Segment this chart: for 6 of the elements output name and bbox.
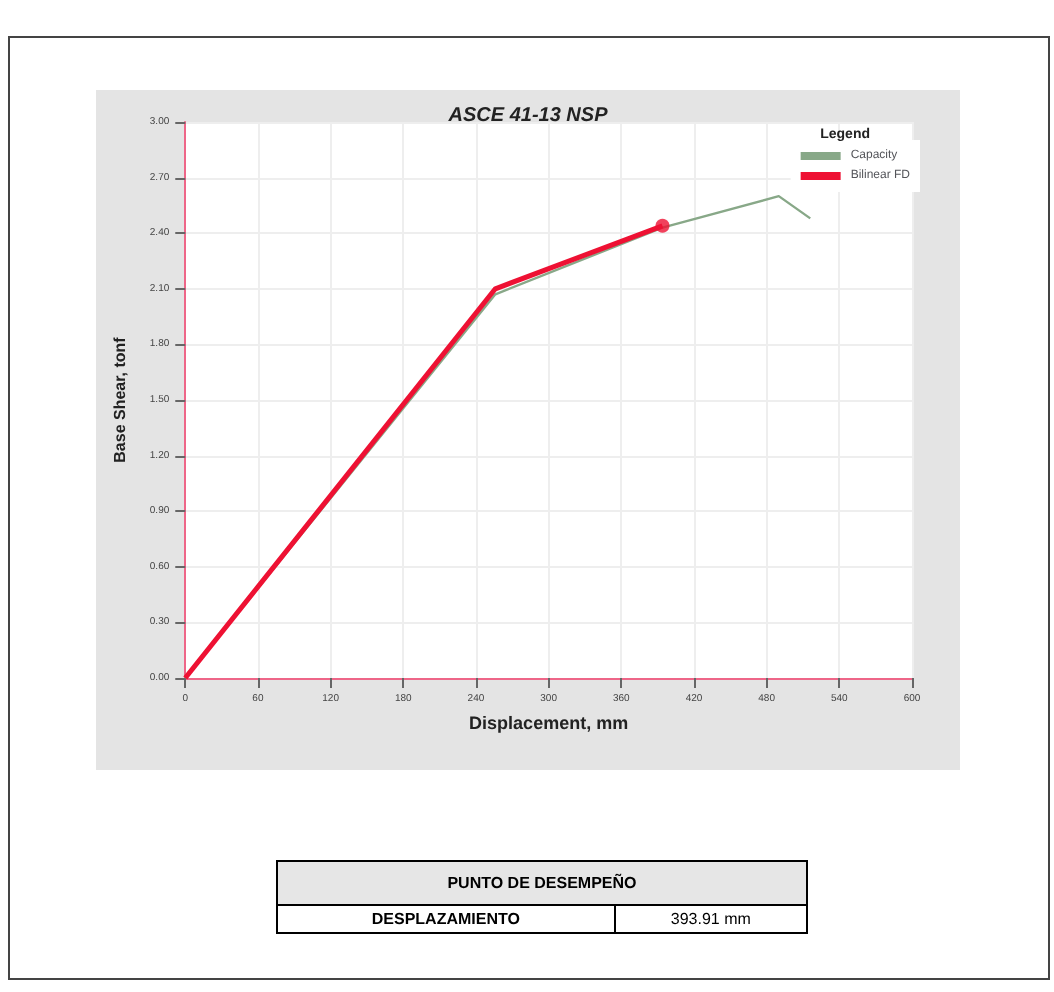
- y-axis-title: Base Shear, tonf: [111, 336, 129, 463]
- text: DESPLAZAMIENTO: [277, 905, 615, 933]
- chart-title: ASCE 41-13 NSP: [446, 105, 609, 127]
- text: PUNTO DE DESEMPEÑO: [277, 861, 807, 905]
- x-axis-title: Displacement, mm: [469, 712, 629, 733]
- text: 393.91 mm: [614, 905, 807, 933]
